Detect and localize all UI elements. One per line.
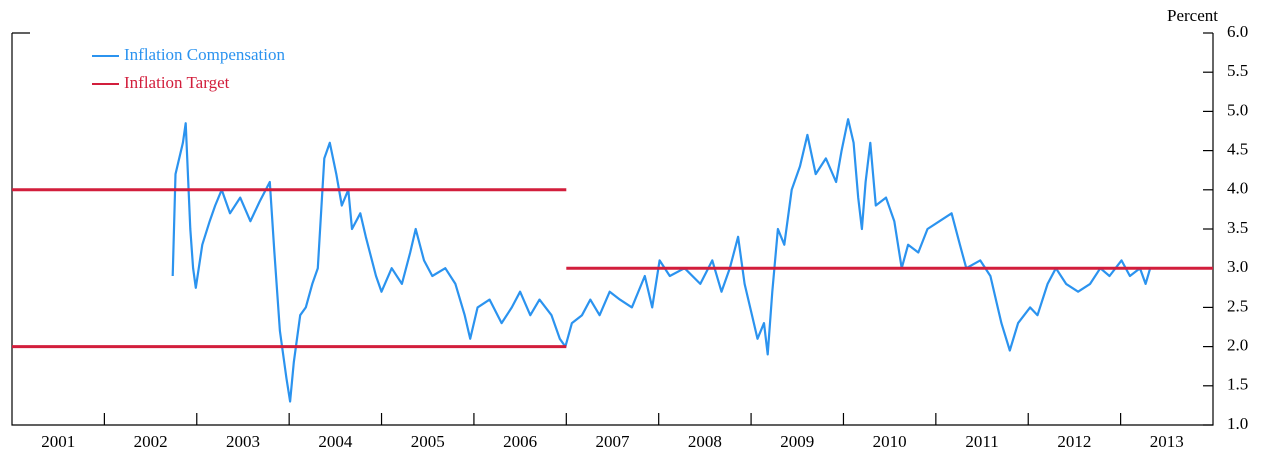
x-tick-label: 2008: [688, 432, 722, 451]
y-axis-label: Percent: [1167, 6, 1218, 25]
x-tick-label: 2010: [873, 432, 907, 451]
x-tick-label: 2002: [134, 432, 168, 451]
x-tick-label: 2012: [1057, 432, 1091, 451]
x-tick-label: 2011: [965, 432, 998, 451]
x-tick-label: 2005: [411, 432, 445, 451]
legend-label: Inflation Target: [124, 73, 230, 92]
y-tick-label: 3.0: [1227, 257, 1248, 276]
x-tick-label: 2003: [226, 432, 260, 451]
x-tick-label: 2001: [41, 432, 75, 451]
y-tick-label: 6.0: [1227, 22, 1248, 41]
y-tick-label: 4.5: [1227, 140, 1248, 159]
y-tick-label: 5.0: [1227, 100, 1248, 119]
series-line: [12, 188, 1213, 349]
series-line: [171, 118, 1152, 403]
x-tick-label: 2006: [503, 432, 537, 451]
y-tick-label: 2.5: [1227, 296, 1248, 315]
y-tick-label: 4.0: [1227, 179, 1248, 198]
x-tick-label: 2004: [318, 432, 353, 451]
x-tick-label: 2013: [1150, 432, 1184, 451]
y-tick-label: 3.5: [1227, 218, 1248, 237]
y-tick-label: 1.5: [1227, 375, 1248, 394]
y-tick-label: 2.0: [1227, 336, 1248, 355]
y-tick-label: 5.5: [1227, 61, 1248, 80]
legend-label: Inflation Compensation: [124, 45, 286, 64]
x-tick-label: 2009: [780, 432, 814, 451]
y-tick-label: 1.0: [1227, 414, 1248, 433]
x-tick-label: 2007: [596, 432, 631, 451]
